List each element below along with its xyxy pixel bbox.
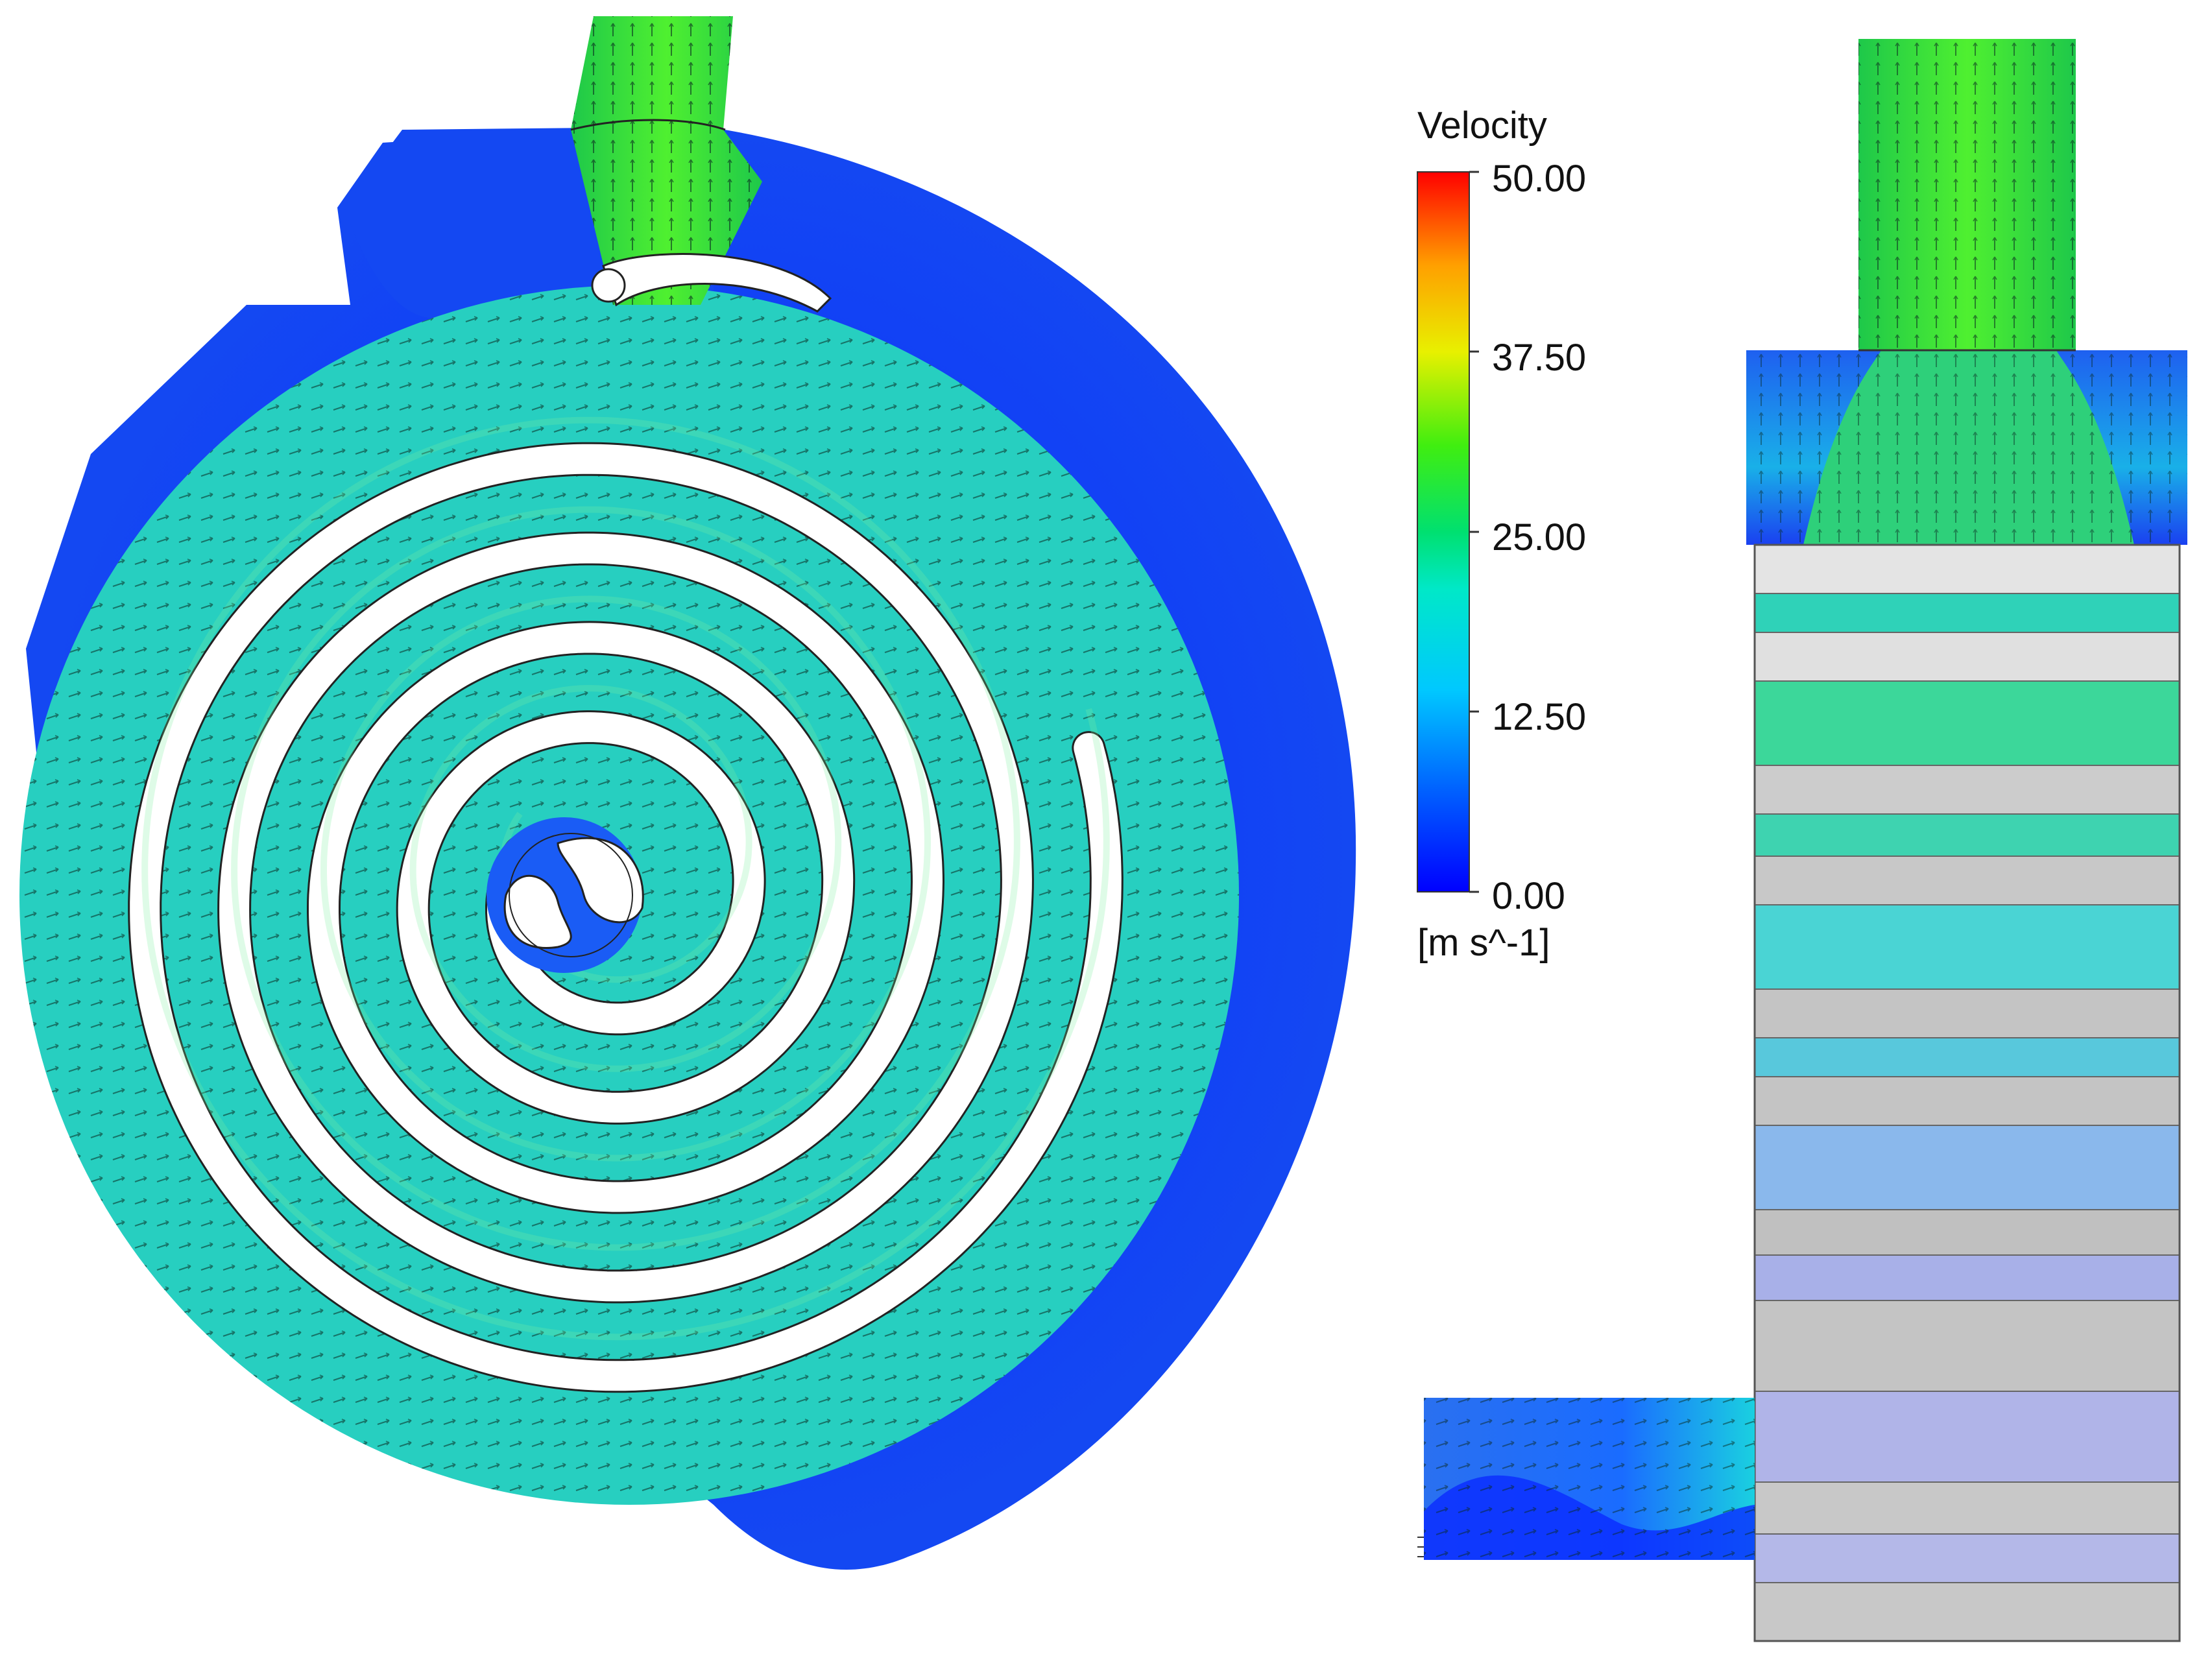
spiral-core [487,817,644,973]
legend-tick-label: 25.00 [1492,516,1587,558]
flow-layer [1755,1038,2180,1077]
spacer-layer [1755,632,2180,681]
spacer-layer [1755,1300,2180,1391]
flow-layer [1755,681,2180,765]
legend-units: [m s^-1] [1417,922,1550,964]
flow-layer [1755,1255,2180,1300]
color-legend [1417,171,1479,893]
side-section-view [1746,39,2187,545]
channel-highlight [141,416,1110,1341]
flow-layer [1755,814,2180,856]
legend-tick-marks [1469,171,1479,893]
spiral-wall [130,444,1122,1391]
inlet-pipe [570,16,832,313]
legend-tick-label: 37.50 [1492,337,1587,379]
flow-layer [1755,593,2180,632]
spacer-layer [1755,1210,2180,1255]
side-layer-stack [1753,544,2181,1642]
legend-tick-label: 50.00 [1492,158,1587,200]
spiral-cross-section [19,123,1356,1570]
side-outlet-pipe [1417,1398,1755,1560]
flow-layer [1755,905,2180,989]
spiral-walls [128,416,1124,1393]
flow-layer [1755,1125,2180,1210]
legend-title: Velocity [1417,104,1547,147]
legend-tick-label: 12.50 [1492,696,1587,738]
spacer-layer [1755,1077,2180,1125]
layer-stack-outline [1753,544,2181,1642]
flow-layer [1755,1391,2180,1482]
spacer-layer [1755,545,2180,593]
spacer-layer [1755,1482,2180,1534]
spacer-layer [1755,856,2180,905]
legend-colorbar [1417,171,1470,892]
spacer-layer [1755,989,2180,1038]
spacer-layer [1755,765,2180,814]
spacer-layer [1755,1583,2180,1641]
legend-tick-label: 0.00 [1492,875,1565,917]
flow-layer [1755,1534,2180,1583]
